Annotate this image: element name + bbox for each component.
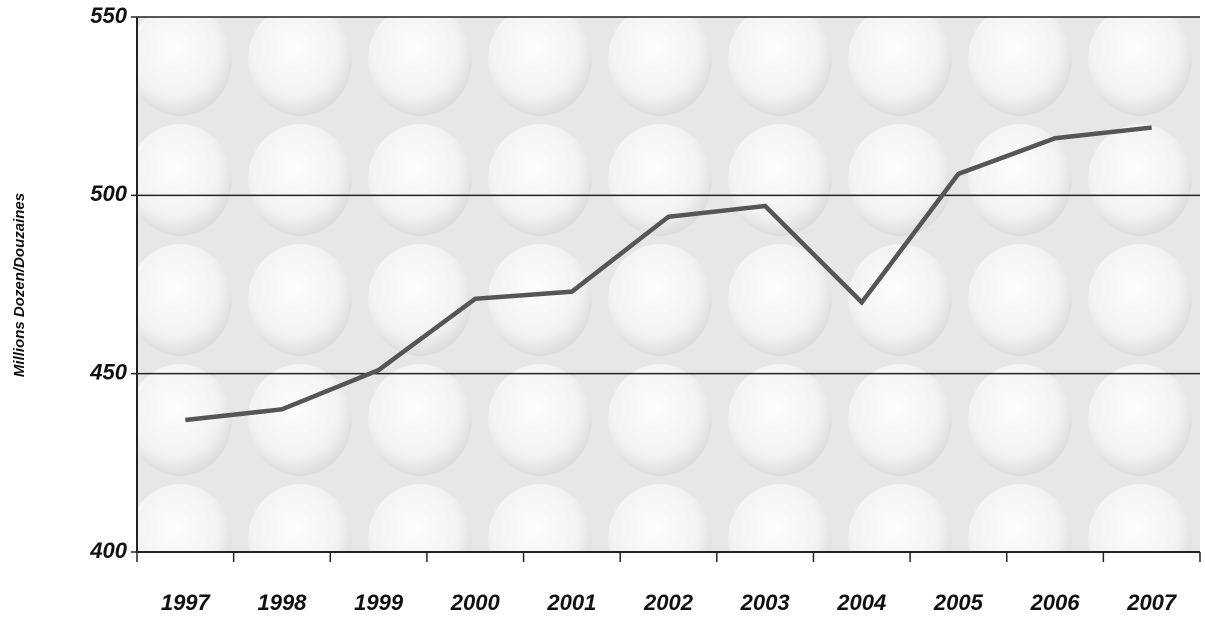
y-tick-label: 500: [90, 181, 127, 206]
y-tick-label: 400: [89, 538, 127, 563]
y-axis-label: Millions Dozen/Douzaines: [11, 193, 28, 377]
x-tick-label: 1999: [354, 590, 404, 615]
x-tick-label: 1998: [257, 590, 307, 615]
x-tick-label: 2002: [643, 590, 694, 615]
x-tick-label: 2005: [933, 590, 984, 615]
plot-background: [137, 17, 1200, 552]
data-line: [185, 125, 1152, 423]
plot-overlay: [137, 17, 1200, 552]
x-tick-label: 2003: [740, 590, 790, 615]
x-tick-label: 2004: [836, 590, 886, 615]
x-tick-label: 1997: [161, 590, 212, 615]
y-tick-label: 550: [90, 3, 127, 28]
x-tick-label: 2006: [1030, 590, 1081, 615]
x-tick-label: 2007: [1126, 590, 1178, 615]
x-tick-label: 2000: [450, 590, 501, 615]
x-tick-label: 2001: [546, 590, 596, 615]
y-tick-label: 450: [89, 359, 127, 384]
